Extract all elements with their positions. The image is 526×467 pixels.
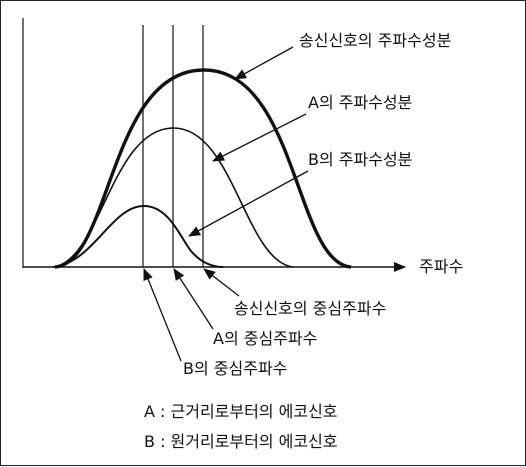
b-spectrum-label: B의 주파수성분 xyxy=(308,150,412,169)
tx-spectrum-curve xyxy=(54,68,352,269)
tx-spectrum-arrow xyxy=(234,46,294,80)
b-spectrum-curve xyxy=(52,204,224,268)
legend-b: B : 원거리로부터의 에코신호 xyxy=(144,432,338,451)
tx-center-label: 송신신호의 중심주파수 xyxy=(234,299,386,318)
tx-spectrum-label: 송신신호의 주파수성분 xyxy=(299,31,451,50)
a-spectrum-arrow xyxy=(212,113,307,162)
tx-center-arrow xyxy=(203,268,240,297)
a-spectrum-label: A의 주파수성분 xyxy=(308,93,412,112)
a-center-arrow xyxy=(173,268,214,330)
b-center-label: B의 중심주파수 xyxy=(183,359,287,378)
frequency-axis-label: 주파수 xyxy=(419,257,463,276)
b-center-arrow xyxy=(143,268,182,362)
legend-a: A : 근거리로부터의 에코신호 xyxy=(144,402,338,421)
b-spectrum-arrow xyxy=(188,170,309,237)
a-center-label: A의 중심주파수 xyxy=(213,329,317,348)
